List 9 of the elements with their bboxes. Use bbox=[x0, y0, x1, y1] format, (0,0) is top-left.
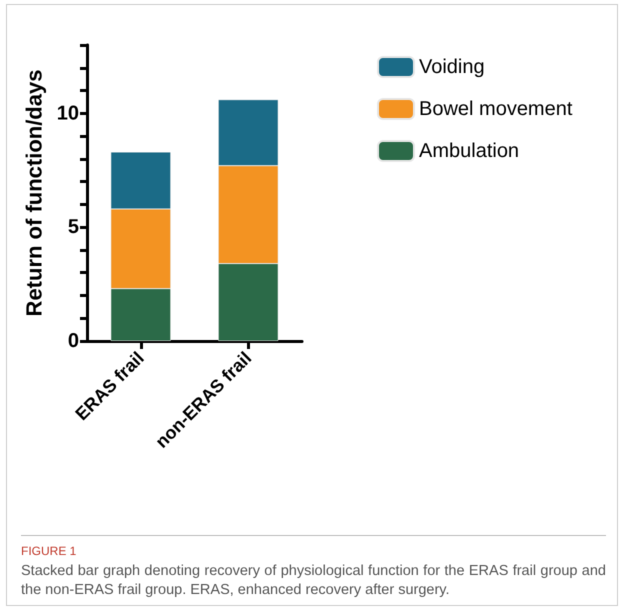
y-tick-label: 10 bbox=[56, 102, 79, 124]
y-axis-title: Return of function/days bbox=[22, 70, 46, 316]
legend-label: Bowel movement bbox=[419, 98, 573, 120]
caption: FIGURE 1 bbox=[21, 544, 78, 558]
text: Stacked bar graph denoting recovery of physiological function for the ERAS frail group and the non-ERAS frail group. ERAS, enhanced recovery after surgery. bbox=[21, 562, 606, 600]
y-tick-label: 0 bbox=[68, 330, 79, 352]
y-tick-label: 5 bbox=[68, 216, 79, 238]
legend-label: Voiding bbox=[419, 56, 485, 78]
legend-label: Ambulation bbox=[419, 140, 520, 162]
